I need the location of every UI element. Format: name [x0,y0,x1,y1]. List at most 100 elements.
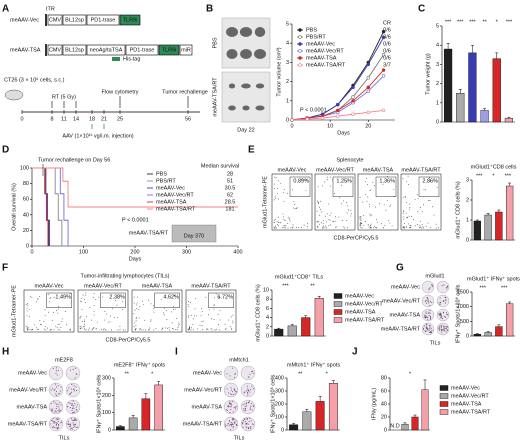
legend-swatch [439,401,449,407]
rechallenge-label: Tumor rechallenge [162,89,208,95]
event-dot [359,216,361,218]
event-dot [420,227,422,229]
event-dot [280,222,282,224]
event-dot [213,305,215,307]
event-dot [26,310,28,312]
spot [429,312,431,314]
spot [69,392,71,394]
spot [441,285,443,287]
y-tick-label: 0 [286,117,289,123]
spot [69,423,71,425]
nd-label: N.D [390,423,400,429]
event-dot [367,184,369,185]
event-dot [93,314,95,316]
event-dot [316,200,318,202]
spot [54,410,56,412]
legend-label: meAAV-Vec/RT [345,301,383,307]
spot [439,304,441,306]
event-dot [162,328,164,330]
spot [446,313,448,315]
spot [228,392,230,394]
event-dot [144,319,146,321]
annotation: Tumor rechallenge on Day 56 [38,157,110,163]
event-dot [360,226,362,228]
point [381,29,386,34]
event-dot [107,321,109,323]
spot [75,419,77,421]
event-dot [360,222,362,224]
y-axis-label: IFNγ⁺ Spots/1×10⁶ cells [269,374,276,433]
spot [446,288,448,290]
event-dot [371,227,372,229]
chart-title: mMtch1⁺ IFNγ⁺ spots [287,361,340,368]
spot [431,302,433,304]
event-dot [134,309,136,311]
cr-value: 0/6 [383,27,391,33]
event-dot [51,329,52,330]
event-dot [420,207,421,208]
event-dot [69,329,71,331]
tumor-photo [221,71,271,123]
event-dot [284,225,286,227]
spot [55,391,57,393]
significance: *** [457,19,464,25]
spot [252,404,254,406]
event-dot [102,296,104,298]
event-dot [40,324,42,326]
event-dot [90,319,92,321]
event-dot [300,226,302,228]
event-dot [382,183,384,185]
well [421,280,435,294]
tumor [254,27,266,37]
event-dot [95,299,97,300]
event-dot [206,328,208,330]
spot [250,420,252,422]
event-dot [408,215,410,217]
event-dot [366,178,368,180]
event-dot [321,185,323,187]
spot [54,388,56,390]
x-axis-label: Days [337,130,350,136]
spot [243,392,245,394]
event-dot [402,177,404,179]
event-dot [274,196,276,198]
spot [249,389,251,391]
event-dot [419,225,421,227]
spot [446,330,448,332]
panel-letter: C [418,4,425,15]
y-tick-label: 2 [266,324,269,330]
well [240,365,256,381]
spot [429,325,431,327]
flow-percent: 2.38% [109,294,125,300]
spot [248,427,250,429]
event-dot [39,319,41,321]
mouse-icon [4,89,24,101]
event-dot [389,205,391,207]
event-dot [219,310,221,312]
legend-label: PBS/RT [156,178,176,184]
day-label: 21 [101,116,107,122]
event-dot [318,206,320,208]
event-dot [155,327,157,329]
event-dot [138,317,140,319]
spot [443,284,445,286]
bar [302,411,312,431]
event-dot [360,220,362,222]
event-dot [419,226,421,228]
event-dot [335,226,337,228]
event-dot [66,324,68,326]
event-dot [205,296,207,298]
row-label: meAAV-Vec [18,370,47,376]
series-line [32,167,238,208]
spot [232,424,234,426]
event-dot [360,223,362,224]
tumor [242,105,250,111]
event-dot [433,214,435,216]
gene-element [119,14,141,26]
event-dot [330,212,332,214]
legend-label: meAAV-TSA [451,401,482,407]
gate [375,176,397,197]
spot [70,428,72,430]
event-dot [350,213,352,215]
event-dot [329,214,331,216]
